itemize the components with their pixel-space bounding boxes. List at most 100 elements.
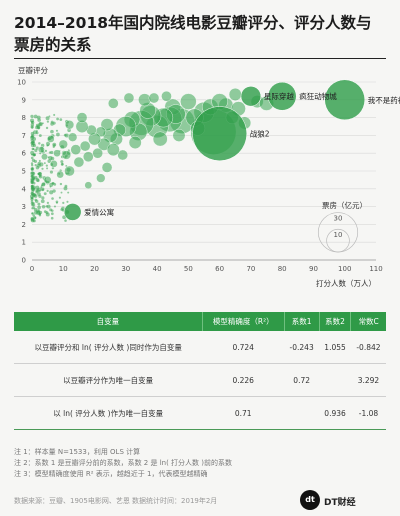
data-point xyxy=(32,153,35,156)
data-point xyxy=(53,113,56,117)
data-point xyxy=(46,201,50,204)
cell-var: 以豆瓣评分作为唯一自变量 xyxy=(14,363,203,397)
point-label: 战狼2 xyxy=(250,129,270,139)
data-point xyxy=(41,182,46,187)
data-point xyxy=(48,151,52,154)
x-tick-label: 90 xyxy=(309,265,318,273)
data-point xyxy=(51,182,54,185)
data-point xyxy=(34,216,37,219)
data-point xyxy=(60,160,64,164)
data-point xyxy=(49,170,54,174)
x-tick-label: 40 xyxy=(153,265,162,273)
data-point xyxy=(41,153,48,161)
data-point xyxy=(34,198,38,202)
data-point xyxy=(30,131,35,136)
data-point xyxy=(37,172,41,176)
table-row: 以豆瓣评分和 ln( 评分人数 )同时作为自变量 0.724 -0.243 1.… xyxy=(14,331,386,364)
y-tick-label: 4 xyxy=(22,185,27,193)
data-point xyxy=(44,149,48,153)
x-tick-label: 10 xyxy=(59,265,68,273)
data-point xyxy=(45,212,50,217)
cell-r2: 0.71 xyxy=(202,396,285,430)
data-point xyxy=(31,164,34,167)
point-label: 我不是药神 xyxy=(368,95,400,105)
cell-c1: -0.243 xyxy=(284,331,320,364)
y-tick-label: 9 xyxy=(22,96,26,104)
data-point xyxy=(34,176,38,180)
data-point xyxy=(46,135,55,143)
data-point xyxy=(37,161,41,166)
data-point xyxy=(31,167,35,171)
data-point xyxy=(46,167,49,170)
data-point xyxy=(30,141,34,144)
size-legend-circle xyxy=(326,228,350,253)
data-point xyxy=(45,126,49,130)
y-tick-label: 2 xyxy=(22,221,26,229)
data-point xyxy=(51,209,54,212)
data-point xyxy=(106,143,120,157)
cell-c2: 1.055 xyxy=(319,331,351,364)
data-point xyxy=(64,165,75,177)
data-point xyxy=(76,112,88,123)
data-point xyxy=(31,120,35,125)
data-point xyxy=(43,162,46,165)
y-tick-label: 6 xyxy=(22,150,27,158)
data-point xyxy=(61,162,64,166)
data-point xyxy=(30,217,35,222)
data-point xyxy=(50,156,55,161)
data-point xyxy=(46,120,50,123)
data-point xyxy=(65,164,68,167)
y-axis-label: 豆瓣评分 xyxy=(18,65,48,75)
labeled-point xyxy=(267,81,297,111)
data-point xyxy=(123,92,135,104)
y-tick-label: 0 xyxy=(22,257,26,265)
cell-r2: 0.226 xyxy=(202,363,285,397)
data-point xyxy=(43,176,52,184)
y-tick-label: 7 xyxy=(22,132,26,140)
page-title: 2014–2018年国内院线电影豆瓣评分、评分人数与票房的关系 xyxy=(14,14,372,54)
data-point xyxy=(70,144,82,155)
regression-table: 自变量 模型精确度（R²） 系数1 系数2 常数C 以豆瓣评分和 ln( 评分人… xyxy=(14,312,386,430)
x-tick-label: 70 xyxy=(246,265,255,273)
data-point xyxy=(30,162,34,165)
data-point xyxy=(31,126,34,129)
cell-c: -0.842 xyxy=(350,331,386,364)
y-tick-label: 10 xyxy=(17,79,26,87)
data-point xyxy=(41,188,44,191)
data-point xyxy=(32,144,37,148)
data-point xyxy=(117,149,128,161)
data-point xyxy=(30,178,35,183)
data-point xyxy=(55,129,59,132)
data-point xyxy=(33,207,38,212)
data-point xyxy=(30,156,34,160)
labeled-point xyxy=(324,79,366,121)
data-point xyxy=(56,132,60,137)
y-tick-label: 3 xyxy=(22,203,26,211)
data-point xyxy=(31,135,33,138)
th-var: 自变量 xyxy=(14,312,203,331)
data-point xyxy=(31,147,35,151)
data-point xyxy=(148,92,160,104)
data-point xyxy=(56,117,59,121)
data-point xyxy=(38,190,41,192)
data-point xyxy=(52,142,57,147)
data-point xyxy=(30,174,34,178)
y-tick-label: 5 xyxy=(22,168,26,176)
data-point xyxy=(50,122,54,126)
note-3: 注 3：模型精确度使用 R² 表示，越趋近于 1，代表模型越精确 xyxy=(14,470,208,478)
data-point xyxy=(59,118,63,121)
data-point xyxy=(52,189,56,193)
data-point xyxy=(50,160,58,168)
data-point xyxy=(38,134,42,137)
data-point xyxy=(101,162,113,173)
y-tick-label: 1 xyxy=(22,239,26,247)
brand-logo: dt xyxy=(300,490,320,510)
x-tick-label: 80 xyxy=(278,265,287,273)
data-point xyxy=(35,125,39,130)
size-legend-value: 30 xyxy=(334,215,343,223)
data-point xyxy=(32,193,35,196)
cell-var: 以豆瓣评分和 ln( 评分人数 )同时作为自变量 xyxy=(14,331,203,364)
table-row: 以 ln( 评分人数 )作为唯一自变量 0.71 0.936 -1.08 xyxy=(14,396,386,430)
data-point xyxy=(82,151,94,163)
data-point xyxy=(38,122,43,127)
